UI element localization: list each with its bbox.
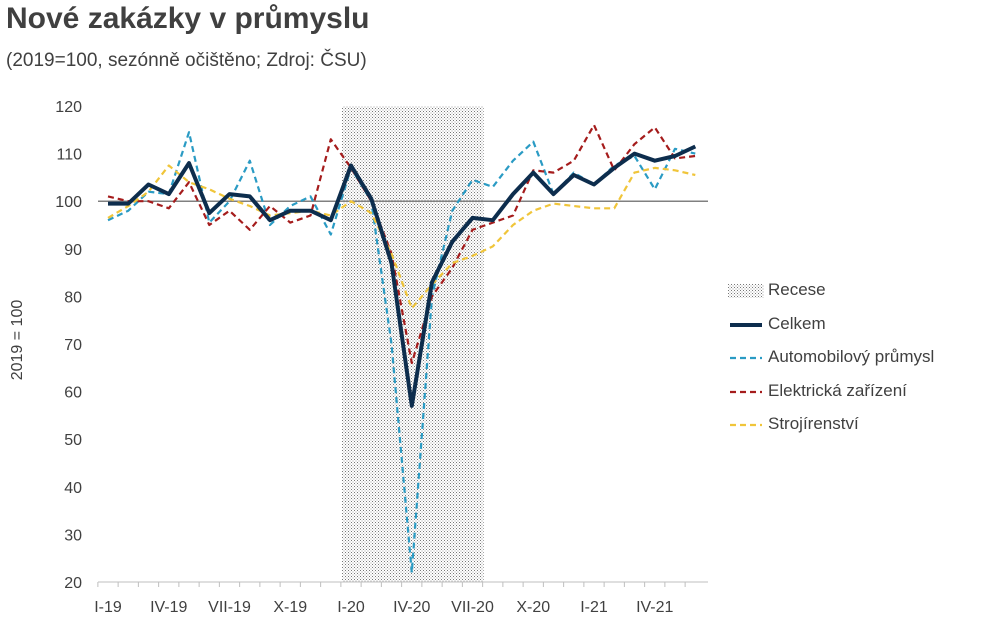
y-tick-label: 100: [55, 194, 82, 211]
x-tick-label: X-20: [516, 599, 550, 616]
legend-label: Recese: [768, 280, 826, 299]
x-tick-label: IV-19: [150, 599, 187, 616]
series-line-celkem: [108, 144, 697, 408]
chart-subtitle: (2019=100, sezónně očištěno; Zdroj: ČSU): [6, 50, 367, 71]
legend-swatch: [730, 424, 762, 427]
x-tick-label: VII-19: [208, 599, 251, 616]
y-tick-label: 110: [56, 147, 82, 164]
series-layer: [107, 123, 697, 574]
legend-label: Automobilový průmysl: [768, 347, 935, 367]
axes-layer: 20 30 40 50 60 70 80 90 100 110 120 I-19 IV-19 VII-19…: [55, 99, 708, 616]
x-tick-label: X-19: [273, 599, 307, 616]
y-tick-label: 40: [64, 480, 82, 497]
legend-label: Celkem: [768, 313, 826, 333]
legend-label: Elektrická zařízení: [768, 380, 907, 400]
x-tick-label: I-21: [580, 599, 608, 616]
y-tick-label: 50: [64, 432, 82, 449]
x-tick-label: VII-20: [451, 599, 494, 616]
recession-band: [341, 106, 484, 582]
legend-swatch: [730, 390, 762, 393]
x-tick-label: I-20: [337, 599, 365, 616]
y-tick-label: 70: [64, 337, 82, 354]
recession-band-layer: [341, 106, 484, 582]
y-tick-label: 30: [64, 527, 82, 544]
legend-swatch: [730, 357, 762, 360]
legend-swatch: [730, 322, 762, 327]
y-tick-label: 60: [64, 385, 82, 402]
x-tick-label: IV-20: [393, 599, 430, 616]
chart-title: Nové zakázky v průmyslu: [6, 2, 370, 35]
x-tick-label: IV-21: [636, 599, 673, 616]
y-tick-label: 90: [64, 242, 82, 259]
legend-label: Strojírenství: [768, 414, 859, 434]
series-line-elektricka-zarizeni: [107, 123, 696, 365]
y-tick-label: 20: [64, 575, 82, 592]
x-tick-label: I-19: [94, 599, 122, 616]
y-tick-label: 120: [55, 99, 82, 116]
y-tick-label: 80: [64, 289, 82, 306]
series-line-strojirenstvi: [107, 164, 696, 310]
legend-swatch: [728, 284, 764, 298]
